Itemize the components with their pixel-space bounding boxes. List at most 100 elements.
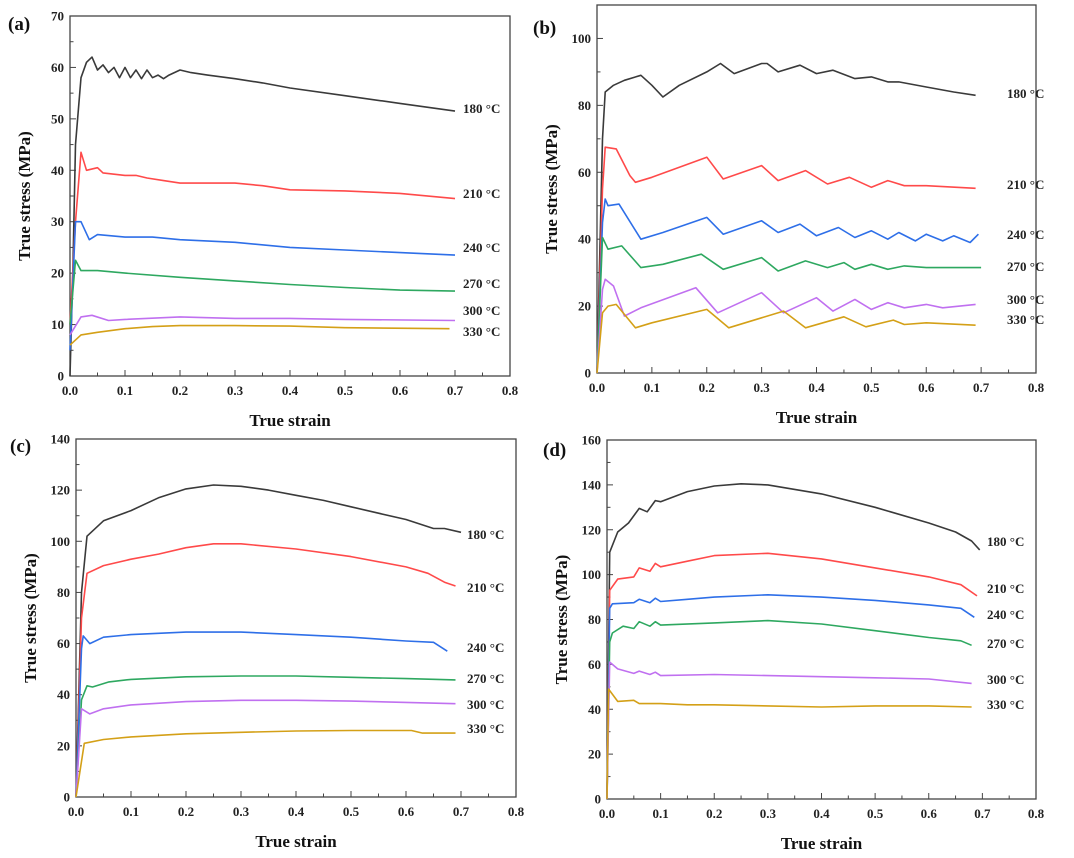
y-tick-label: 80 bbox=[57, 585, 70, 600]
series-line-270C bbox=[69, 259, 456, 325]
x-tick-label: 0.8 bbox=[508, 804, 525, 819]
y-tick-label: 80 bbox=[588, 612, 601, 627]
x-tick-label: 0.8 bbox=[1028, 380, 1045, 395]
series-line-330C bbox=[606, 688, 972, 800]
y-tick-label: 60 bbox=[588, 657, 601, 672]
x-tick-label: 0.8 bbox=[502, 383, 519, 398]
y-tick-label: 80 bbox=[578, 98, 591, 113]
series-line-240C bbox=[69, 220, 456, 351]
series-label: 270 °C bbox=[463, 276, 500, 291]
x-tick-label: 0.7 bbox=[447, 383, 464, 398]
x-tick-label: 0.6 bbox=[392, 383, 409, 398]
panel-label: (d) bbox=[543, 440, 566, 461]
y-tick-label: 0 bbox=[58, 369, 65, 384]
plot-frame bbox=[596, 4, 1037, 374]
y-tick-label: 120 bbox=[51, 483, 71, 498]
series-label: 210 °C bbox=[463, 186, 500, 201]
x-tick-label: 0.6 bbox=[398, 804, 415, 819]
series-label: 210 °C bbox=[987, 581, 1024, 596]
series-label: 300 °C bbox=[1007, 292, 1044, 307]
x-tick-label: 0.5 bbox=[337, 383, 354, 398]
x-tick-label: 0.0 bbox=[68, 804, 84, 819]
series-line-300C bbox=[75, 699, 456, 798]
x-tick-label: 0.5 bbox=[863, 380, 880, 395]
series-label: 330 °C bbox=[467, 721, 504, 736]
x-tick-label: 0.1 bbox=[117, 383, 133, 398]
y-tick-label: 70 bbox=[51, 9, 64, 24]
series-line-210C bbox=[75, 543, 456, 798]
series-label: 180 °C bbox=[1007, 86, 1044, 101]
series-label: 330 °C bbox=[987, 697, 1024, 712]
series-line-270C bbox=[75, 675, 456, 798]
series-line-300C bbox=[69, 314, 456, 336]
series-label: 300 °C bbox=[467, 697, 504, 712]
y-tick-label: 40 bbox=[51, 163, 64, 178]
x-tick-label: 0.6 bbox=[921, 806, 938, 821]
series-line-330C bbox=[69, 324, 450, 346]
panel-label: (a) bbox=[8, 14, 30, 35]
series-line-180C bbox=[606, 483, 981, 800]
y-tick-label: 100 bbox=[582, 567, 602, 582]
x-axis-title: True strain bbox=[776, 408, 858, 427]
series-line-330C bbox=[75, 729, 456, 798]
series-label: 330 °C bbox=[463, 324, 500, 339]
y-tick-label: 0 bbox=[64, 790, 71, 805]
chart-panel-c: 0.0 0.1 0.2 0.3 0.4 0.5 0.6 0.7 0.8 0 20 40 60 80 100 1… bbox=[10, 432, 525, 852]
y-tick-label: 30 bbox=[51, 214, 64, 229]
series-label: 270 °C bbox=[1007, 259, 1044, 274]
series-label: 240 °C bbox=[987, 607, 1024, 622]
y-axis-title: True stress (MPa) bbox=[21, 553, 40, 683]
series-line-180C bbox=[75, 484, 462, 798]
series-line-210C bbox=[69, 151, 456, 325]
series-label: 330 °C bbox=[1007, 312, 1044, 327]
series-line-270C bbox=[606, 619, 972, 800]
x-axis-title: True strain bbox=[249, 411, 331, 430]
x-tick-label: 0.3 bbox=[754, 380, 771, 395]
series-label: 180 °C bbox=[467, 527, 504, 542]
x-tick-label: 0.0 bbox=[589, 380, 605, 395]
series-label: 270 °C bbox=[987, 636, 1024, 651]
x-tick-label: 0.2 bbox=[178, 804, 194, 819]
series-line-300C bbox=[606, 661, 972, 800]
x-tick-label: 0.8 bbox=[1028, 806, 1045, 821]
x-tick-label: 0.4 bbox=[808, 380, 825, 395]
series-line-240C bbox=[606, 594, 975, 800]
series-line-270C bbox=[596, 236, 982, 374]
x-tick-label: 0.3 bbox=[760, 806, 777, 821]
x-tick-label: 0.2 bbox=[172, 383, 188, 398]
y-tick-label: 20 bbox=[57, 738, 70, 753]
x-tick-label: 0.3 bbox=[227, 383, 244, 398]
x-tick-label: 0.0 bbox=[599, 806, 615, 821]
series-line-180C bbox=[596, 62, 976, 374]
x-tick-label: 0.7 bbox=[974, 806, 991, 821]
series-line-240C bbox=[596, 198, 979, 374]
x-tick-label: 0.2 bbox=[706, 806, 722, 821]
x-tick-label: 0.7 bbox=[973, 380, 990, 395]
series-line-330C bbox=[596, 303, 976, 374]
y-tick-label: 20 bbox=[578, 299, 591, 314]
x-tick-label: 0.1 bbox=[123, 804, 139, 819]
y-tick-label: 100 bbox=[51, 534, 71, 549]
chart-panel-a: 0.0 0.1 0.2 0.3 0.4 0.5 0.6 0.7 0.8 0 10 20 30 40 50 60… bbox=[8, 9, 519, 431]
x-tick-label: 0.4 bbox=[282, 383, 299, 398]
y-tick-label: 40 bbox=[57, 687, 70, 702]
x-tick-label: 0.2 bbox=[699, 380, 715, 395]
y-tick-label: 40 bbox=[578, 232, 591, 247]
series-line-210C bbox=[596, 146, 976, 374]
y-tick-label: 60 bbox=[578, 165, 591, 180]
y-tick-label: 160 bbox=[582, 433, 602, 448]
y-tick-label: 140 bbox=[582, 477, 602, 492]
series-line-240C bbox=[75, 631, 448, 798]
series-line-300C bbox=[596, 278, 976, 374]
panel-label: (c) bbox=[10, 436, 31, 457]
y-axis-title: True stress (MPa) bbox=[542, 124, 561, 254]
panel-label: (b) bbox=[533, 18, 556, 39]
series-label: 240 °C bbox=[463, 240, 500, 255]
y-tick-label: 60 bbox=[57, 636, 70, 651]
series-label: 240 °C bbox=[467, 640, 504, 655]
x-tick-label: 0.1 bbox=[653, 806, 669, 821]
x-tick-label: 0.4 bbox=[288, 804, 305, 819]
series-label: 270 °C bbox=[467, 671, 504, 686]
series-label: 300 °C bbox=[987, 672, 1024, 687]
